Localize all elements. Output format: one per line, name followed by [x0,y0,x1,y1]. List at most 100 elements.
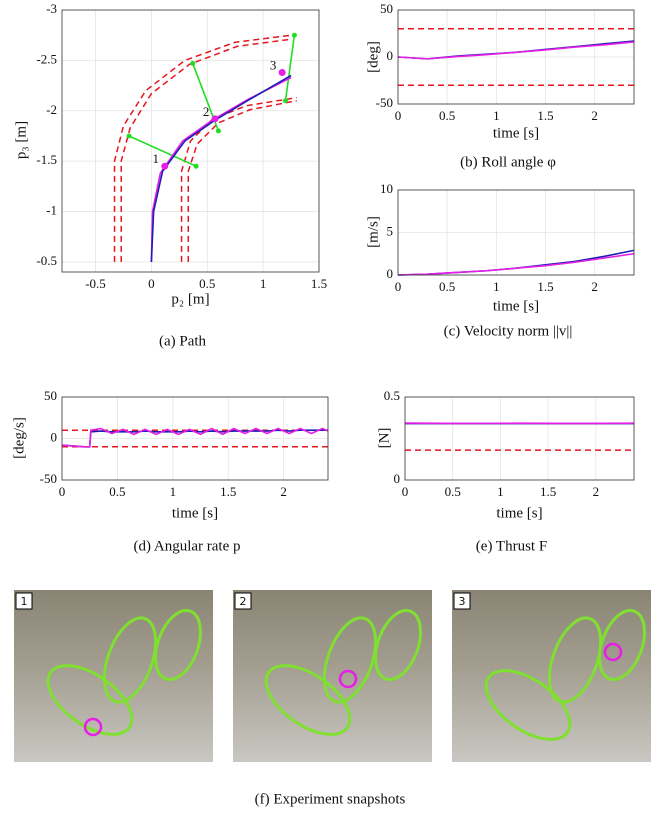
caption: (f) Experiment snapshots [255,791,406,807]
x-tick-label: 0 [148,276,155,291]
y-tick-label: 0 [394,471,401,486]
plot-area [397,249,635,276]
plot-area: 1 2 3 [113,32,297,262]
point [126,133,132,139]
x-tick-label: 1 [497,484,504,499]
series-line [397,40,635,60]
label-box [453,592,471,610]
y-tick-label: -1.5 [36,152,57,167]
snapshot-2 [233,590,432,762]
series-line [150,76,292,262]
point [161,162,169,170]
point-label: 2 [203,104,210,119]
y-tick-label: 50 [380,1,393,16]
axes-box [404,396,635,481]
x-tick-label: 0 [395,108,402,123]
y-tick-label: 0 [51,429,58,444]
y-axis-label: [deg/s] [11,417,27,459]
y-tick-label: 0 [387,266,394,281]
x-tick-label: 1 [170,484,177,499]
series-line [128,135,197,167]
y-tick-label: -50 [40,471,57,486]
x-axis-label: p₂ [m] [171,291,209,307]
snapshot-3 [452,590,651,762]
x-tick-label: -0.5 [85,276,106,291]
snapshot-label: 3 [459,595,466,608]
axes-box [61,9,320,273]
x-tick-label: 0 [402,484,409,499]
x-tick-label: 0 [59,484,66,499]
label-box [15,592,33,610]
series-line [120,38,292,262]
x-axis-label: time [s] [172,505,218,521]
plot-area [404,422,635,451]
axes-box [397,189,635,276]
y-axis-label: p₃ [m] [13,121,29,159]
x-tick-label: 2 [591,108,598,123]
x-tick-label: 1 [260,276,267,291]
x-tick-label: 0.5 [439,108,455,123]
y-tick-label: 0.5 [384,388,400,403]
series-line [187,99,297,262]
point-label: 1 [153,151,160,166]
x-tick-label: 1.5 [220,484,236,499]
y-tick-label: -2 [46,102,57,117]
snapshot-label: 1 [21,595,28,608]
series-line [61,427,329,448]
point-label: 3 [270,57,277,72]
y-tick-label: -1 [46,203,57,218]
label-box [234,592,252,610]
x-tick-label: 1.5 [537,108,553,123]
y-tick-label: -3 [46,1,57,16]
x-axis-label: time [s] [493,125,539,141]
series-line [61,429,328,448]
series-line [180,96,297,262]
y-tick-label: -50 [376,95,393,110]
caption: (d) Angular rate p [133,538,240,554]
series-line [397,252,635,276]
x-tick-label: 1 [493,108,500,123]
caption: (b) Roll angle φ [460,154,556,170]
x-tick-label: 0.5 [109,484,125,499]
axes-box [61,396,329,481]
caption: (a) Path [159,333,207,349]
point [193,163,199,169]
y-tick-label: -0.5 [36,253,57,268]
series-line [284,35,296,101]
point [215,128,221,134]
x-tick-label: 1.5 [537,279,553,294]
y-tick-label: 0 [387,48,394,63]
series-line [150,74,292,262]
x-tick-label: 2 [591,279,598,294]
y-axis-label: [m/s] [365,216,381,248]
point [190,60,196,66]
axes-box [397,9,635,105]
y-tick-label: 50 [44,388,57,403]
caption: (c) Velocity norm ||v|| [444,323,573,339]
plot-area [397,28,635,86]
point [211,115,219,123]
y-axis-label: [N] [376,428,392,449]
x-tick-label: 0.5 [199,276,215,291]
x-tick-label: 0.5 [445,484,461,499]
x-tick-label: 2 [593,484,600,499]
y-axis-label: [deg] [365,41,381,73]
point [291,32,297,38]
x-tick-label: 0 [395,279,402,294]
series-line [113,34,292,262]
x-axis-label: time [s] [496,505,542,521]
y-tick-label: 10 [380,181,393,196]
snapshot-label: 2 [240,595,247,608]
x-axis-label: time [s] [493,298,539,314]
point [278,68,286,76]
plot-area [61,427,329,448]
x-tick-label: 1.5 [540,484,556,499]
series-line [397,41,635,60]
snapshot-1 [14,590,213,762]
y-tick-label: 5 [387,223,394,238]
x-tick-label: 2 [280,484,287,499]
series-line [397,249,635,276]
x-tick-label: 1.5 [311,276,327,291]
point [282,98,288,104]
